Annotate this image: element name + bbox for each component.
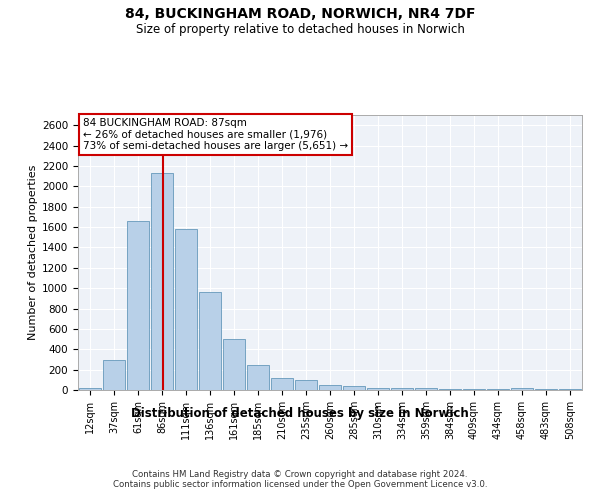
- Bar: [151, 173, 173, 390]
- Bar: [223, 339, 245, 390]
- Bar: [271, 378, 293, 390]
- Bar: [415, 388, 437, 390]
- Text: 84, BUCKINGHAM ROAD, NORWICH, NR4 7DF: 84, BUCKINGHAM ROAD, NORWICH, NR4 7DF: [125, 8, 475, 22]
- Bar: [103, 360, 125, 390]
- Bar: [367, 388, 389, 390]
- Bar: [439, 389, 461, 390]
- Text: Size of property relative to detached houses in Norwich: Size of property relative to detached ho…: [136, 22, 464, 36]
- Text: Contains public sector information licensed under the Open Government Licence v3: Contains public sector information licen…: [113, 480, 487, 489]
- Bar: [343, 386, 365, 390]
- Bar: [175, 228, 197, 390]
- Bar: [391, 388, 413, 390]
- Y-axis label: Number of detached properties: Number of detached properties: [28, 165, 38, 340]
- Bar: [79, 388, 101, 390]
- Text: Contains HM Land Registry data © Crown copyright and database right 2024.: Contains HM Land Registry data © Crown c…: [132, 470, 468, 479]
- Bar: [199, 292, 221, 390]
- Bar: [559, 389, 581, 390]
- Bar: [295, 380, 317, 390]
- Bar: [511, 388, 533, 390]
- Bar: [463, 389, 485, 390]
- Bar: [247, 365, 269, 390]
- Text: 84 BUCKINGHAM ROAD: 87sqm
← 26% of detached houses are smaller (1,976)
73% of se: 84 BUCKINGHAM ROAD: 87sqm ← 26% of detac…: [83, 118, 348, 151]
- Bar: [127, 221, 149, 390]
- Bar: [319, 385, 341, 390]
- Text: Distribution of detached houses by size in Norwich: Distribution of detached houses by size …: [131, 408, 469, 420]
